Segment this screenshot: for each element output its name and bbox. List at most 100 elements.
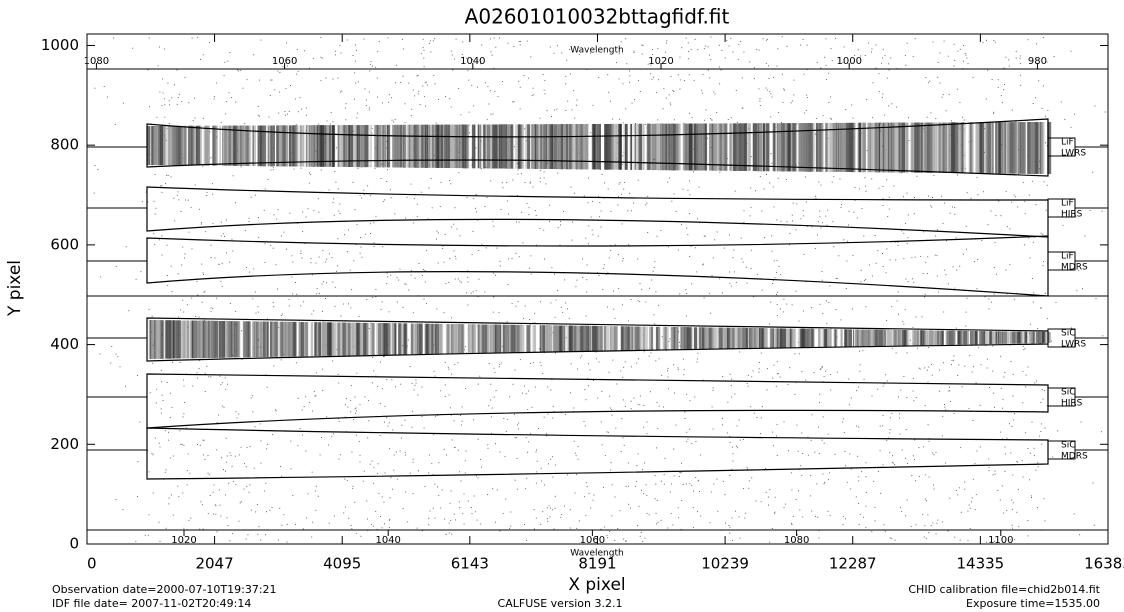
photon-event	[200, 58, 201, 60]
spectral-stripe	[620, 326, 624, 351]
spectral-stripe	[418, 323, 423, 355]
photon-event	[591, 229, 593, 231]
spectral-stripe	[724, 123, 727, 171]
spectral-stripe	[526, 325, 531, 353]
photon-event	[434, 38, 436, 40]
photon-event	[756, 48, 758, 50]
spectral-stripe	[672, 327, 675, 350]
spectral-stripe	[270, 321, 273, 357]
photon-event	[750, 156, 752, 158]
photon-event	[686, 227, 688, 229]
photon-event	[275, 59, 277, 61]
footer-text: CALFUSE version 3.2.1	[498, 597, 623, 610]
photon-event	[547, 162, 549, 164]
spectral-stripe	[995, 331, 997, 344]
photon-event	[316, 372, 318, 374]
photon-event	[934, 254, 936, 256]
photon-event	[281, 313, 283, 315]
photon-event	[796, 203, 798, 205]
photon-event	[857, 49, 859, 51]
spectral-stripe	[436, 124, 440, 168]
photon-event	[335, 147, 337, 149]
spectral-stripe	[773, 123, 775, 172]
spectral-stripe	[867, 329, 869, 347]
photon-event	[731, 468, 733, 470]
photon-event	[657, 119, 659, 121]
photon-event	[616, 62, 617, 64]
spectral-stripe	[729, 123, 731, 171]
photon-event	[586, 291, 588, 293]
photon-event	[1013, 419, 1015, 421]
photon-event	[801, 475, 803, 476]
photon-event	[637, 179, 639, 181]
photon-event	[363, 38, 365, 40]
photon-event	[376, 77, 378, 79]
photon-event	[443, 261, 445, 263]
photon-event	[669, 177, 671, 179]
spectral-stripe	[739, 123, 742, 171]
photon-event	[740, 237, 742, 239]
photon-event	[457, 362, 459, 364]
spectral-stripe	[180, 125, 184, 166]
photon-event	[209, 131, 211, 133]
photon-event	[1037, 507, 1038, 509]
photon-event	[495, 274, 496, 276]
photon-event	[735, 281, 737, 283]
spectral-stripe	[583, 325, 586, 352]
spectral-stripe	[693, 327, 698, 350]
photon-event	[617, 204, 619, 206]
spectral-stripe	[711, 123, 714, 171]
photon-event	[895, 241, 897, 243]
photon-event	[935, 533, 937, 535]
photon-event	[1028, 194, 1030, 196]
spectral-stripe	[919, 122, 921, 173]
spectral-stripe	[511, 324, 515, 353]
spectral-stripe	[174, 125, 178, 166]
photon-event	[301, 409, 303, 411]
photon-event	[590, 507, 592, 509]
spectral-stripe	[354, 125, 357, 168]
photon-event	[712, 387, 714, 389]
photon-event	[949, 390, 951, 392]
photon-event	[821, 366, 823, 368]
photon-event	[454, 255, 456, 257]
spectral-stripe	[920, 122, 925, 173]
photon-event	[416, 75, 418, 77]
photon-event	[772, 280, 774, 282]
photon-event	[225, 113, 227, 115]
photon-event	[423, 298, 425, 300]
photon-event	[688, 58, 690, 60]
photon-event	[1029, 323, 1031, 325]
spectral-stripe	[636, 326, 641, 351]
photon-event	[814, 248, 816, 249]
photon-event	[888, 208, 890, 210]
photon-event	[643, 493, 645, 495]
spectral-stripe	[173, 320, 177, 359]
spectral-stripe	[498, 124, 502, 169]
photon-event	[642, 541, 644, 542]
spectral-stripe	[1008, 331, 1011, 344]
spectral-stripe	[1021, 331, 1023, 344]
spectral-stripe	[347, 322, 351, 356]
photon-event	[988, 308, 990, 310]
photon-event	[849, 453, 851, 455]
photon-event	[425, 81, 427, 83]
photon-event	[181, 101, 183, 103]
photon-event	[392, 429, 394, 431]
photon-event	[968, 504, 970, 506]
photon-event	[656, 447, 657, 449]
spectral-stripe	[596, 124, 599, 170]
spectral-stripe	[188, 125, 193, 166]
spectral-stripe	[467, 124, 469, 169]
photon-event	[506, 418, 508, 420]
photon-event	[449, 407, 451, 409]
photon-event	[448, 532, 450, 534]
photon-event	[467, 270, 469, 272]
photon-event	[844, 450, 846, 452]
photon-event	[577, 446, 579, 448]
photon-event	[208, 376, 210, 378]
photon-event	[960, 511, 962, 513]
spectral-stripe	[801, 123, 805, 172]
photon-event	[549, 516, 551, 518]
spectral-stripe	[188, 125, 190, 166]
